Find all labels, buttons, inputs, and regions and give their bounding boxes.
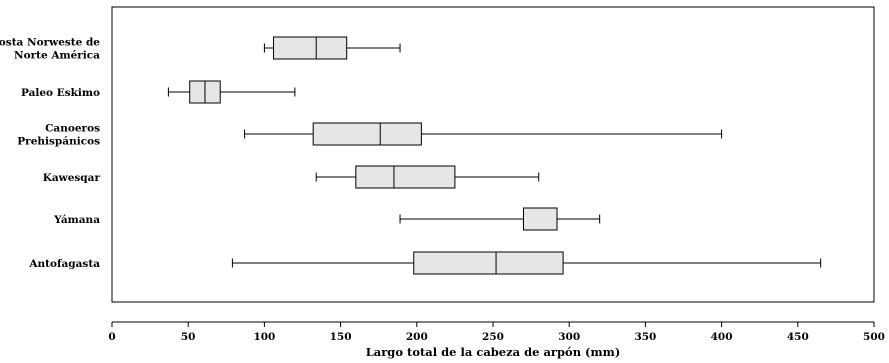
box-iqr bbox=[273, 36, 348, 60]
category-label-line: Antofagasta bbox=[28, 258, 100, 270]
x-tick-label: 300 bbox=[558, 331, 580, 343]
x-tick-label: 350 bbox=[634, 331, 656, 343]
category-label-line: Paleo Eskimo bbox=[21, 87, 100, 99]
box-1 bbox=[263, 36, 401, 60]
box-5 bbox=[399, 207, 601, 231]
category-label: Canoeros Prehispánicos bbox=[17, 123, 100, 148]
box-iqr bbox=[355, 165, 456, 189]
x-tick-label: 100 bbox=[253, 331, 275, 343]
box-2 bbox=[167, 80, 296, 104]
category-label: Antofagasta bbox=[28, 258, 100, 270]
x-tick-label: 200 bbox=[406, 331, 428, 343]
box-6 bbox=[231, 251, 822, 275]
box-3 bbox=[244, 122, 723, 146]
box-4 bbox=[315, 165, 540, 189]
x-tick-label: 500 bbox=[863, 331, 885, 343]
x-tick-label: 250 bbox=[482, 331, 504, 343]
x-tick-label: 0 bbox=[108, 331, 115, 343]
box-iqr bbox=[312, 122, 422, 146]
category-label-line: Kawesqar bbox=[43, 172, 101, 184]
category-label: Kawesqar bbox=[43, 172, 101, 184]
x-tick-label: 400 bbox=[711, 331, 733, 343]
x-axis-title: Largo total de la cabeza de arpón (mm) bbox=[366, 345, 621, 359]
box-group bbox=[167, 36, 822, 275]
box-iqr bbox=[413, 251, 564, 275]
category-labels: Costa Norweste de Norte América Paleo Eski… bbox=[0, 37, 100, 271]
category-label-line: Yámana bbox=[53, 214, 100, 226]
category-label-line: Prehispánicos bbox=[17, 136, 100, 148]
x-tick-label: 450 bbox=[787, 331, 809, 343]
category-label: Yámana bbox=[53, 214, 100, 226]
box-iqr bbox=[522, 207, 558, 231]
x-axis: 0 50 100 150 200 250 300 350 400 450 500 bbox=[108, 321, 885, 343]
x-tick-label: 150 bbox=[330, 331, 352, 343]
category-label: Costa Norweste de Norte América bbox=[0, 37, 100, 62]
category-label-line: Canoeros bbox=[45, 123, 100, 135]
category-label-line: Costa Norweste de bbox=[0, 37, 100, 49]
category-label-line: Norte América bbox=[14, 50, 100, 62]
category-label: Paleo Eskimo bbox=[21, 87, 100, 99]
x-tick-label: 50 bbox=[181, 331, 196, 343]
